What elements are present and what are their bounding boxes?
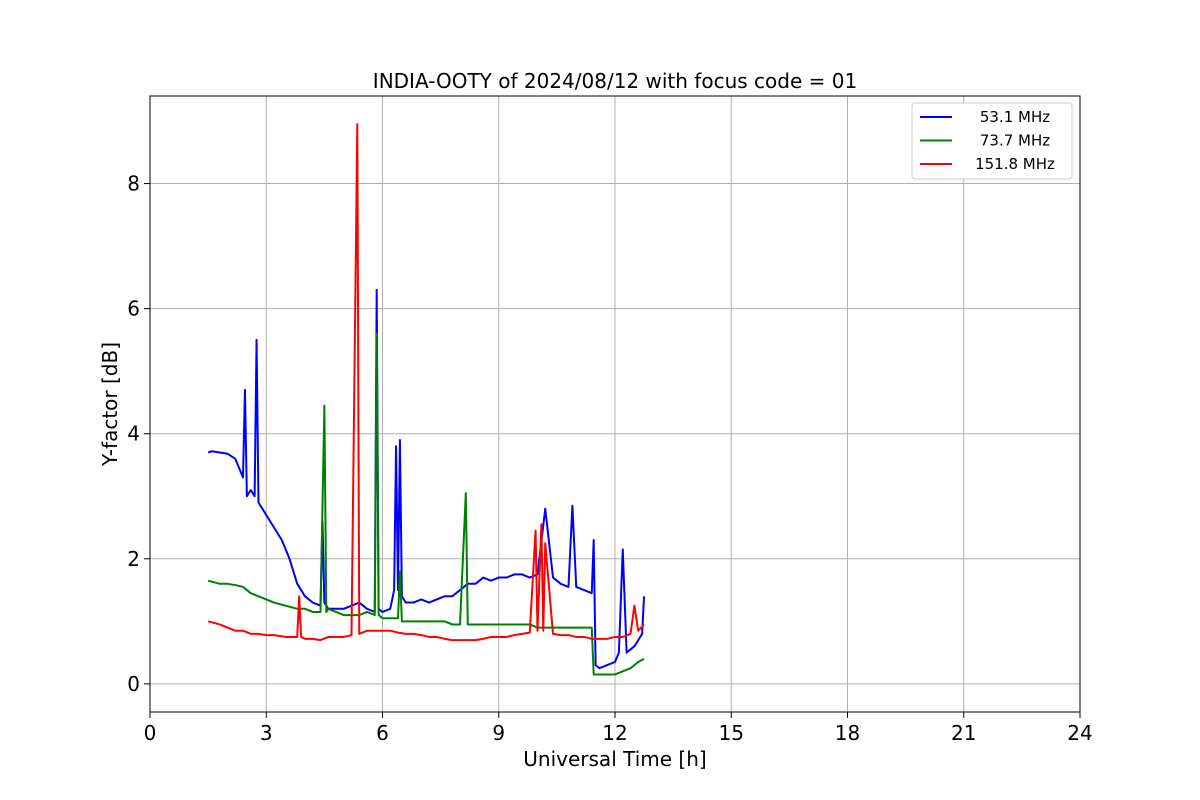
legend: 53.1 MHz 73.7 MHz 151.8 MHz bbox=[911, 102, 1073, 180]
x-axis-ticks: 0 3 6 9 12 15 18 21 24 bbox=[144, 712, 1093, 745]
x-tick-label: 12 bbox=[602, 721, 627, 745]
y-tick-label: 4 bbox=[127, 422, 140, 446]
x-tick-label: 9 bbox=[492, 721, 505, 745]
chart-title: INDIA-OOTY of 2024/08/12 with focus code… bbox=[373, 69, 857, 93]
y-axis-label: Y-factor [dB] bbox=[98, 342, 122, 467]
plot-clip bbox=[207, 123, 646, 676]
y-tick-label: 2 bbox=[127, 547, 140, 571]
y-tick-label: 0 bbox=[127, 672, 140, 696]
x-tick-label: 3 bbox=[260, 721, 273, 745]
y-axis-ticks: 0 2 4 6 8 bbox=[127, 172, 150, 696]
x-tick-label: 6 bbox=[376, 721, 389, 745]
y-gridlines bbox=[150, 183, 1080, 685]
series-line-1 bbox=[207, 332, 645, 676]
legend-label-2: 151.8 MHz bbox=[975, 155, 1055, 173]
x-tick-label: 15 bbox=[719, 721, 744, 745]
series-layer bbox=[207, 123, 646, 676]
legend-label-1: 73.7 MHz bbox=[980, 132, 1050, 150]
x-tick-label: 24 bbox=[1067, 721, 1092, 745]
x-gridlines bbox=[149, 96, 1081, 712]
legend-label-0: 53.1 MHz bbox=[980, 108, 1050, 126]
x-tick-label: 0 bbox=[144, 721, 157, 745]
x-tick-label: 21 bbox=[951, 721, 976, 745]
y-tick-label: 8 bbox=[127, 172, 140, 196]
x-axis-label: Universal Time [h] bbox=[523, 747, 706, 771]
series-line-2 bbox=[207, 123, 645, 642]
x-tick-label: 18 bbox=[835, 721, 860, 745]
y-tick-label: 6 bbox=[127, 297, 140, 321]
legend-box bbox=[911, 102, 1073, 180]
